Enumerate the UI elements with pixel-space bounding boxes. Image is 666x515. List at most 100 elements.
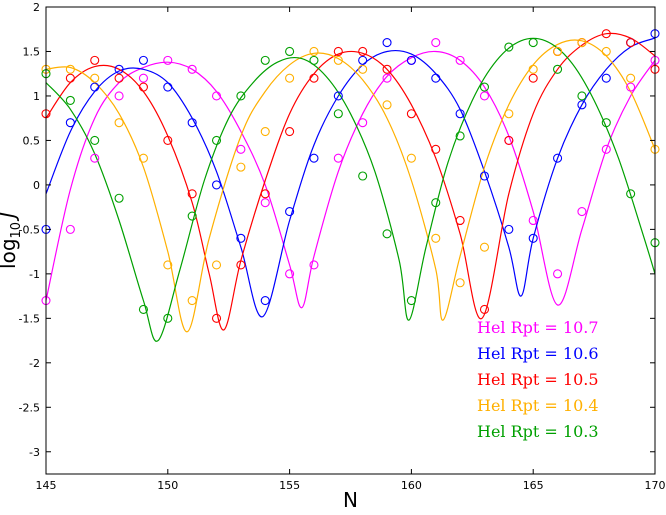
data-point	[114, 118, 124, 128]
data-point	[528, 73, 538, 83]
data-point	[431, 144, 441, 154]
data-point	[260, 55, 270, 65]
fit-curve-4	[45, 37, 656, 342]
data-point	[382, 229, 392, 239]
data-point	[504, 135, 514, 145]
y-tick-label: -3	[29, 446, 40, 459]
data-point	[114, 64, 124, 74]
data-point	[601, 118, 611, 128]
legend-entry-2: Hel Rpt = 10.5	[477, 370, 599, 389]
y-axis-label-base: log	[0, 238, 20, 269]
data-point	[528, 38, 538, 48]
legend-entry-3: Hel Rpt = 10.4	[477, 396, 599, 415]
data-point	[479, 304, 490, 314]
data-point	[163, 82, 173, 92]
data-point	[358, 64, 368, 74]
data-point	[260, 295, 270, 306]
data-point	[187, 295, 197, 306]
data-point	[309, 260, 319, 270]
fit-curve-2	[45, 32, 656, 331]
y-axis-label-subscript: 10	[9, 222, 24, 239]
x-tick-label: 150	[157, 479, 178, 492]
data-point	[65, 118, 75, 128]
axis-ticks: 145 150 155 160 165 170 -3 -2.5 -2 -1.5 -1 -0.5 0 0.5…	[19, 1, 666, 492]
data-point	[211, 135, 222, 145]
data-point	[138, 82, 148, 92]
data-point	[382, 38, 392, 48]
data-point	[163, 313, 173, 323]
data-point	[236, 162, 246, 172]
data-point	[333, 91, 343, 101]
data-point	[626, 73, 636, 83]
legend-entry-4: Hel Rpt = 10.3	[477, 422, 599, 441]
data-point	[577, 91, 587, 101]
data-point	[309, 73, 319, 83]
data-point	[285, 269, 295, 279]
data-point	[260, 189, 270, 199]
data-point	[236, 144, 246, 154]
data-point	[504, 109, 514, 119]
data-point	[187, 189, 197, 199]
data-point	[479, 242, 490, 252]
data-point	[285, 46, 295, 57]
data-point	[358, 171, 368, 181]
x-tick-label: 165	[523, 479, 544, 492]
fit-curves	[45, 32, 656, 342]
data-point	[601, 29, 611, 39]
data-point	[333, 46, 343, 57]
data-point	[285, 207, 295, 217]
data-point	[211, 180, 222, 190]
data-point	[528, 64, 538, 74]
data-point	[553, 269, 563, 279]
data-point	[504, 42, 514, 52]
data-point	[406, 295, 416, 306]
data-point	[455, 215, 465, 226]
data-point	[309, 55, 319, 65]
data-point	[163, 55, 173, 65]
data-point	[138, 304, 148, 314]
data-point	[455, 278, 465, 288]
data-point	[333, 153, 343, 163]
data-point	[138, 73, 148, 83]
y-tick-label: 2	[33, 1, 40, 14]
data-point	[382, 100, 392, 110]
data-point	[260, 126, 270, 137]
fit-curve-1	[45, 37, 656, 318]
data-point	[406, 153, 416, 163]
data-point	[187, 64, 197, 74]
data-point	[479, 171, 490, 181]
data-point	[553, 153, 563, 163]
data-point	[406, 55, 416, 65]
data-point	[163, 260, 173, 270]
data-point	[601, 144, 611, 154]
data-point	[626, 82, 636, 92]
data-point	[333, 109, 343, 119]
data-point	[553, 64, 563, 74]
data-point	[114, 193, 124, 203]
data-point	[236, 260, 246, 270]
x-axis-label: N	[343, 488, 358, 512]
y-tick-label: -1.5	[19, 312, 40, 325]
legend-entry-1: Hel Rpt = 10.6	[477, 344, 599, 363]
data-point	[65, 224, 75, 234]
data-point	[553, 46, 563, 57]
data-point	[601, 73, 611, 83]
data-point	[90, 135, 100, 145]
data-point	[479, 91, 490, 101]
data-point	[187, 118, 197, 128]
data-point	[504, 224, 514, 234]
plot-frame	[45, 6, 656, 475]
data-points	[41, 29, 660, 323]
data-point	[211, 260, 222, 270]
data-point	[455, 109, 465, 119]
data-point	[577, 38, 587, 48]
data-point	[65, 64, 75, 74]
y-axis-label: log10J	[0, 212, 24, 269]
y-tick-label: -0.5	[19, 223, 40, 236]
data-point	[333, 55, 343, 65]
y-tick-label: 1.5	[23, 45, 41, 58]
data-point	[65, 73, 75, 83]
data-point	[114, 91, 124, 101]
data-point	[382, 73, 392, 83]
